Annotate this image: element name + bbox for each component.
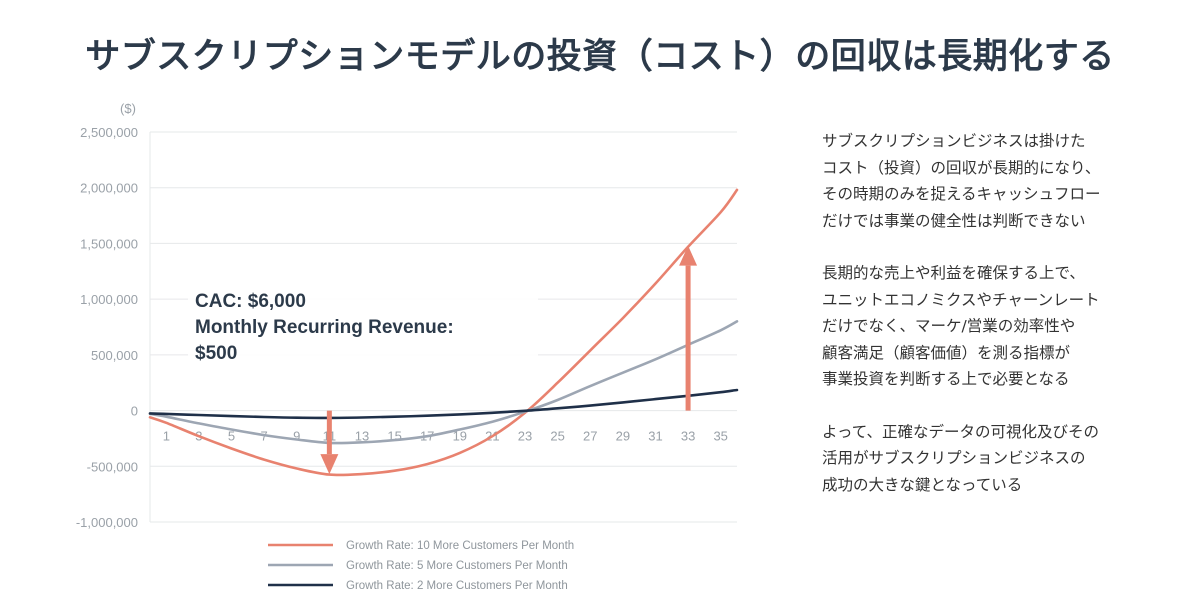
annotation-box: CAC: $6,000 Monthly Recurring Revenue: $… <box>188 285 538 370</box>
x-tick-labels: 1357911131517192123252729313335 <box>163 429 728 444</box>
series-line <box>148 188 739 477</box>
y-tick-label: 1,500,000 <box>80 236 138 251</box>
y-tick-label: -500,000 <box>87 459 138 474</box>
y-tick-label: 1,000,000 <box>80 292 138 307</box>
y-tick-labels: 2,500,000 2,000,000 1,500,000 1,000,000 500,… <box>76 125 138 530</box>
legend-label: Growth Rate: 5 More Customers Per Month <box>346 560 568 572</box>
y-tick-label: 2,000,000 <box>80 181 138 196</box>
annotation-mrr-value: $500 <box>195 343 237 364</box>
y-tick-label: -1,000,000 <box>76 515 138 530</box>
x-tick-label: 35 <box>713 429 727 444</box>
x-tick-label: 25 <box>550 429 564 444</box>
explanation-paragraph-3: よって、正確なデータの可視化及びその 活用がサブスクリプションビジネスの 成功の… <box>822 422 1099 494</box>
x-tick-label: 33 <box>681 429 695 444</box>
explanation-paragraph-2: 長期的な売上や利益を確保する上で、 ユニットエコノミクスやチャーンレート だけで… <box>822 264 1100 388</box>
legend-label: Growth Rate: 2 More Customers Per Month <box>346 580 568 592</box>
page-title: サブスクリプションモデルの投資（コスト）の回収は長期化する <box>85 37 1115 77</box>
x-tick-label: 9 <box>293 429 300 444</box>
series-lines <box>148 188 739 477</box>
annotation-cac: CAC: $6,000 <box>195 291 306 312</box>
arrow-head <box>679 245 698 266</box>
chart-legend: Growth Rate: 10 More Customers Per Month… <box>268 540 574 592</box>
x-tick-label: 27 <box>583 429 597 444</box>
y-tick-label: 2,500,000 <box>80 125 138 140</box>
annotation-mrr-label: Monthly Recurring Revenue: <box>195 317 454 338</box>
annotation-background <box>188 285 538 370</box>
arrow-head <box>320 454 339 475</box>
y-unit-label: ($) <box>120 101 136 116</box>
x-tick-label: 31 <box>648 429 662 444</box>
annotation-arrows <box>320 245 698 475</box>
x-tick-label: 13 <box>355 429 369 444</box>
y-tick-label: 0 <box>131 404 138 419</box>
legend-label: Growth Rate: 10 More Customers Per Month <box>346 540 574 552</box>
x-tick-label: 5 <box>228 429 235 444</box>
explanation-paragraph-1: サブスクリプションビジネスは掛けた コスト（投資）の回収が長期的になり、 その時… <box>822 132 1101 230</box>
x-tick-label: 29 <box>616 429 630 444</box>
x-tick-label: 19 <box>453 429 467 444</box>
x-tick-label: 1 <box>163 429 170 444</box>
series-line <box>148 388 739 420</box>
x-tick-label: 23 <box>518 429 532 444</box>
explanation-text: サブスクリプションビジネスは掛けた コスト（投資）の回収が長期的になり、 その時… <box>822 128 1182 524</box>
y-tick-label: 500,000 <box>91 348 138 363</box>
series-line <box>148 320 739 445</box>
cash-flow-line-chart: ($) 2,500,000 2,000,000 1,500,000 1,000,000… <box>76 101 739 592</box>
